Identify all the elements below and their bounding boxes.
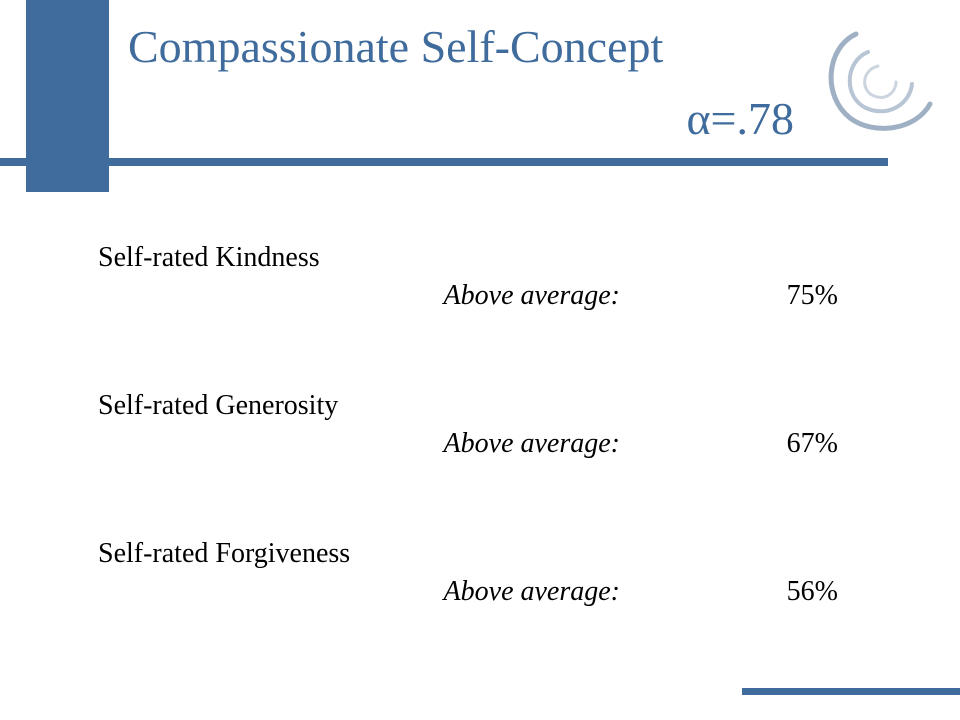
stats-list: Self-rated Kindness Above average: 75% S… (98, 238, 858, 682)
swirl-logo-icon (828, 31, 933, 131)
stat-value: 56% (786, 576, 838, 607)
stat-value: 67% (786, 428, 838, 459)
stat-row-label: Above average: (443, 576, 620, 607)
title-divider (0, 158, 888, 166)
alpha-value: α=.78 (686, 93, 794, 144)
stat-label: Self-rated Generosity (98, 390, 339, 421)
stat-group-forgiveness: Self-rated Forgiveness Above average: 56… (98, 534, 858, 682)
stat-row: Above average: 75% (98, 278, 858, 314)
stat-row: Above average: 56% (98, 574, 858, 610)
slide-title: Compassionate Self-Concept (128, 21, 664, 72)
stat-group-kindness: Self-rated Kindness Above average: 75% (98, 238, 858, 386)
stat-row: Above average: 67% (98, 426, 858, 462)
stat-row-label: Above average: (443, 280, 620, 311)
stat-label: Self-rated Forgiveness (98, 538, 351, 569)
stat-value: 75% (786, 280, 838, 311)
stat-label: Self-rated Kindness (98, 242, 320, 273)
footer-divider (742, 688, 960, 695)
stat-group-generosity: Self-rated Generosity Above average: 67% (98, 386, 858, 534)
stat-row-label: Above average: (443, 428, 620, 459)
